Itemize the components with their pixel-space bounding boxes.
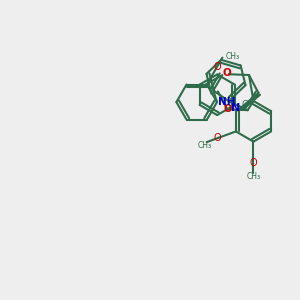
Text: O: O bbox=[213, 133, 221, 143]
Text: O: O bbox=[222, 68, 231, 78]
Text: CH₃: CH₃ bbox=[246, 172, 260, 181]
Text: O: O bbox=[250, 158, 257, 167]
Text: CH₃: CH₃ bbox=[197, 141, 212, 150]
Text: N: N bbox=[231, 103, 241, 113]
Text: O: O bbox=[223, 104, 232, 114]
Text: C: C bbox=[241, 100, 248, 109]
Text: NH: NH bbox=[218, 97, 236, 106]
Text: O: O bbox=[214, 62, 221, 72]
Text: CH₃: CH₃ bbox=[226, 52, 240, 61]
